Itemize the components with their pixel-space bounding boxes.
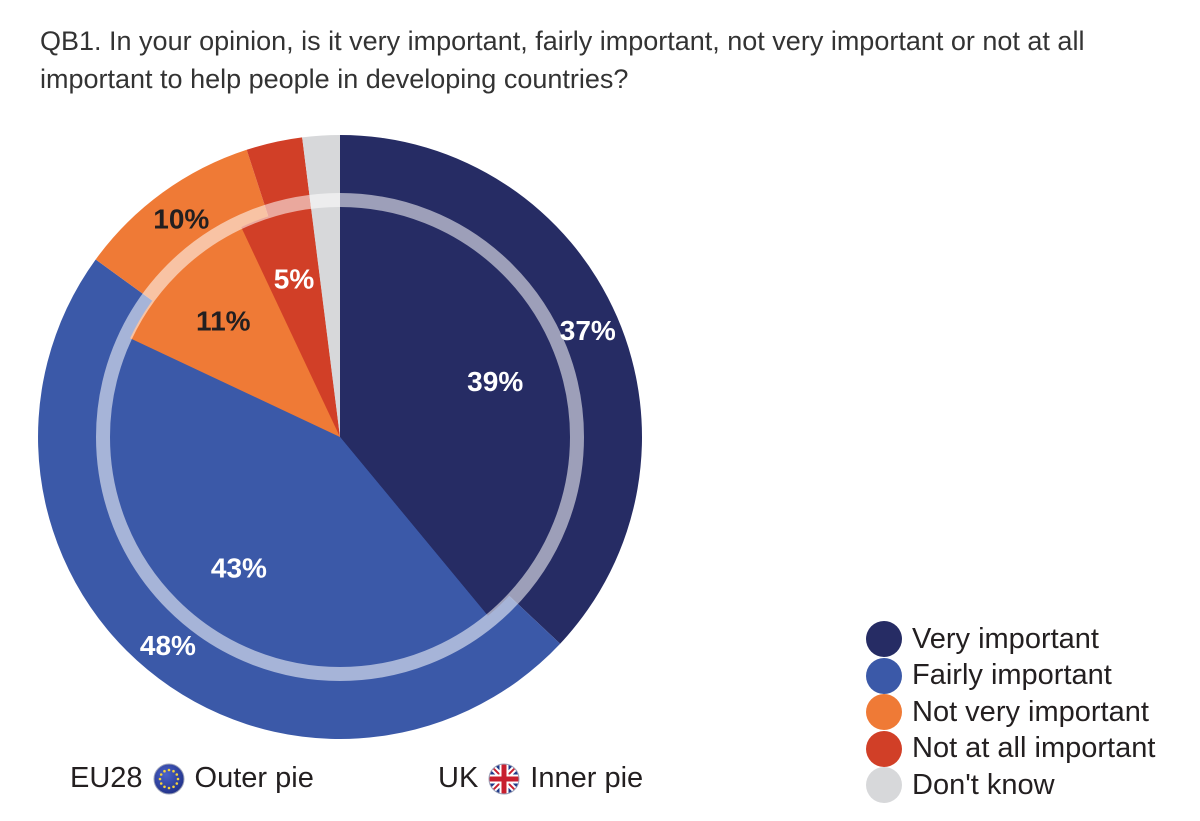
inner-pie — [96, 193, 584, 681]
inner-pie-border — [96, 193, 584, 681]
outer-pie-label: Outer pie — [194, 762, 314, 794]
legend-label: Not very important — [912, 695, 1149, 728]
legend-swatch — [866, 621, 902, 658]
inner-pie-label-not-very-important: 11% — [196, 305, 251, 336]
chart-title: QB1. In your opinion, is it very importa… — [40, 26, 1085, 94]
legend-label: Not at all important — [912, 732, 1156, 765]
outer-pie-label-not-very-important: 10% — [153, 204, 209, 235]
inner-pie-key: UK Inner pie — [438, 762, 643, 795]
outer-pie-key: EU28 Outer pie — [70, 762, 314, 795]
legend-label: Very important — [912, 622, 1099, 655]
outer-pie-code: EU28 — [70, 762, 143, 794]
inner-pie-label-very-important: 39% — [467, 366, 523, 397]
inner-pie-slice-very-important — [340, 205, 572, 616]
legend-label: Don't know — [912, 768, 1055, 801]
inner-pie-slice-fairly-important — [108, 338, 488, 669]
legend-item-fairly-important: Fairly important — [866, 657, 1155, 695]
legend-swatch — [866, 730, 902, 767]
legend-swatch — [866, 657, 902, 694]
legend-swatch — [866, 767, 902, 804]
legend: Very important Fairly important Not very… — [866, 621, 1155, 804]
data-labels: 37% 48% 10% 39% 43% 11% 5% — [140, 204, 616, 661]
inner-pie-slice-not-at-all-important — [241, 206, 340, 437]
legend-item-dont-know: Don't know — [866, 767, 1155, 804]
inner-pie-label-fairly-important: 43% — [211, 552, 267, 583]
legend-label: Fairly important — [912, 659, 1112, 692]
inner-pie-label-not-at-all-important: 5% — [274, 264, 315, 295]
outer-pie-label-fairly-important: 48% — [140, 630, 196, 661]
inner-pie-slice-don-t-know — [310, 205, 340, 437]
legend-swatch — [866, 694, 902, 731]
eu-flag-icon — [153, 763, 185, 795]
inner-pie-label: Inner pie — [530, 762, 644, 794]
legend-item-not-very-important: Not very important — [866, 694, 1155, 731]
inner-pie-code: UK — [438, 762, 479, 794]
outer-pie-label-very-important: 37% — [560, 315, 616, 346]
uk-flag-icon — [488, 763, 520, 795]
legend-item-very-important: Very important — [866, 621, 1155, 658]
legend-item-not-at-all-important: Not at all important — [866, 730, 1156, 768]
inner-pie-slice-not-very-important — [130, 227, 340, 437]
